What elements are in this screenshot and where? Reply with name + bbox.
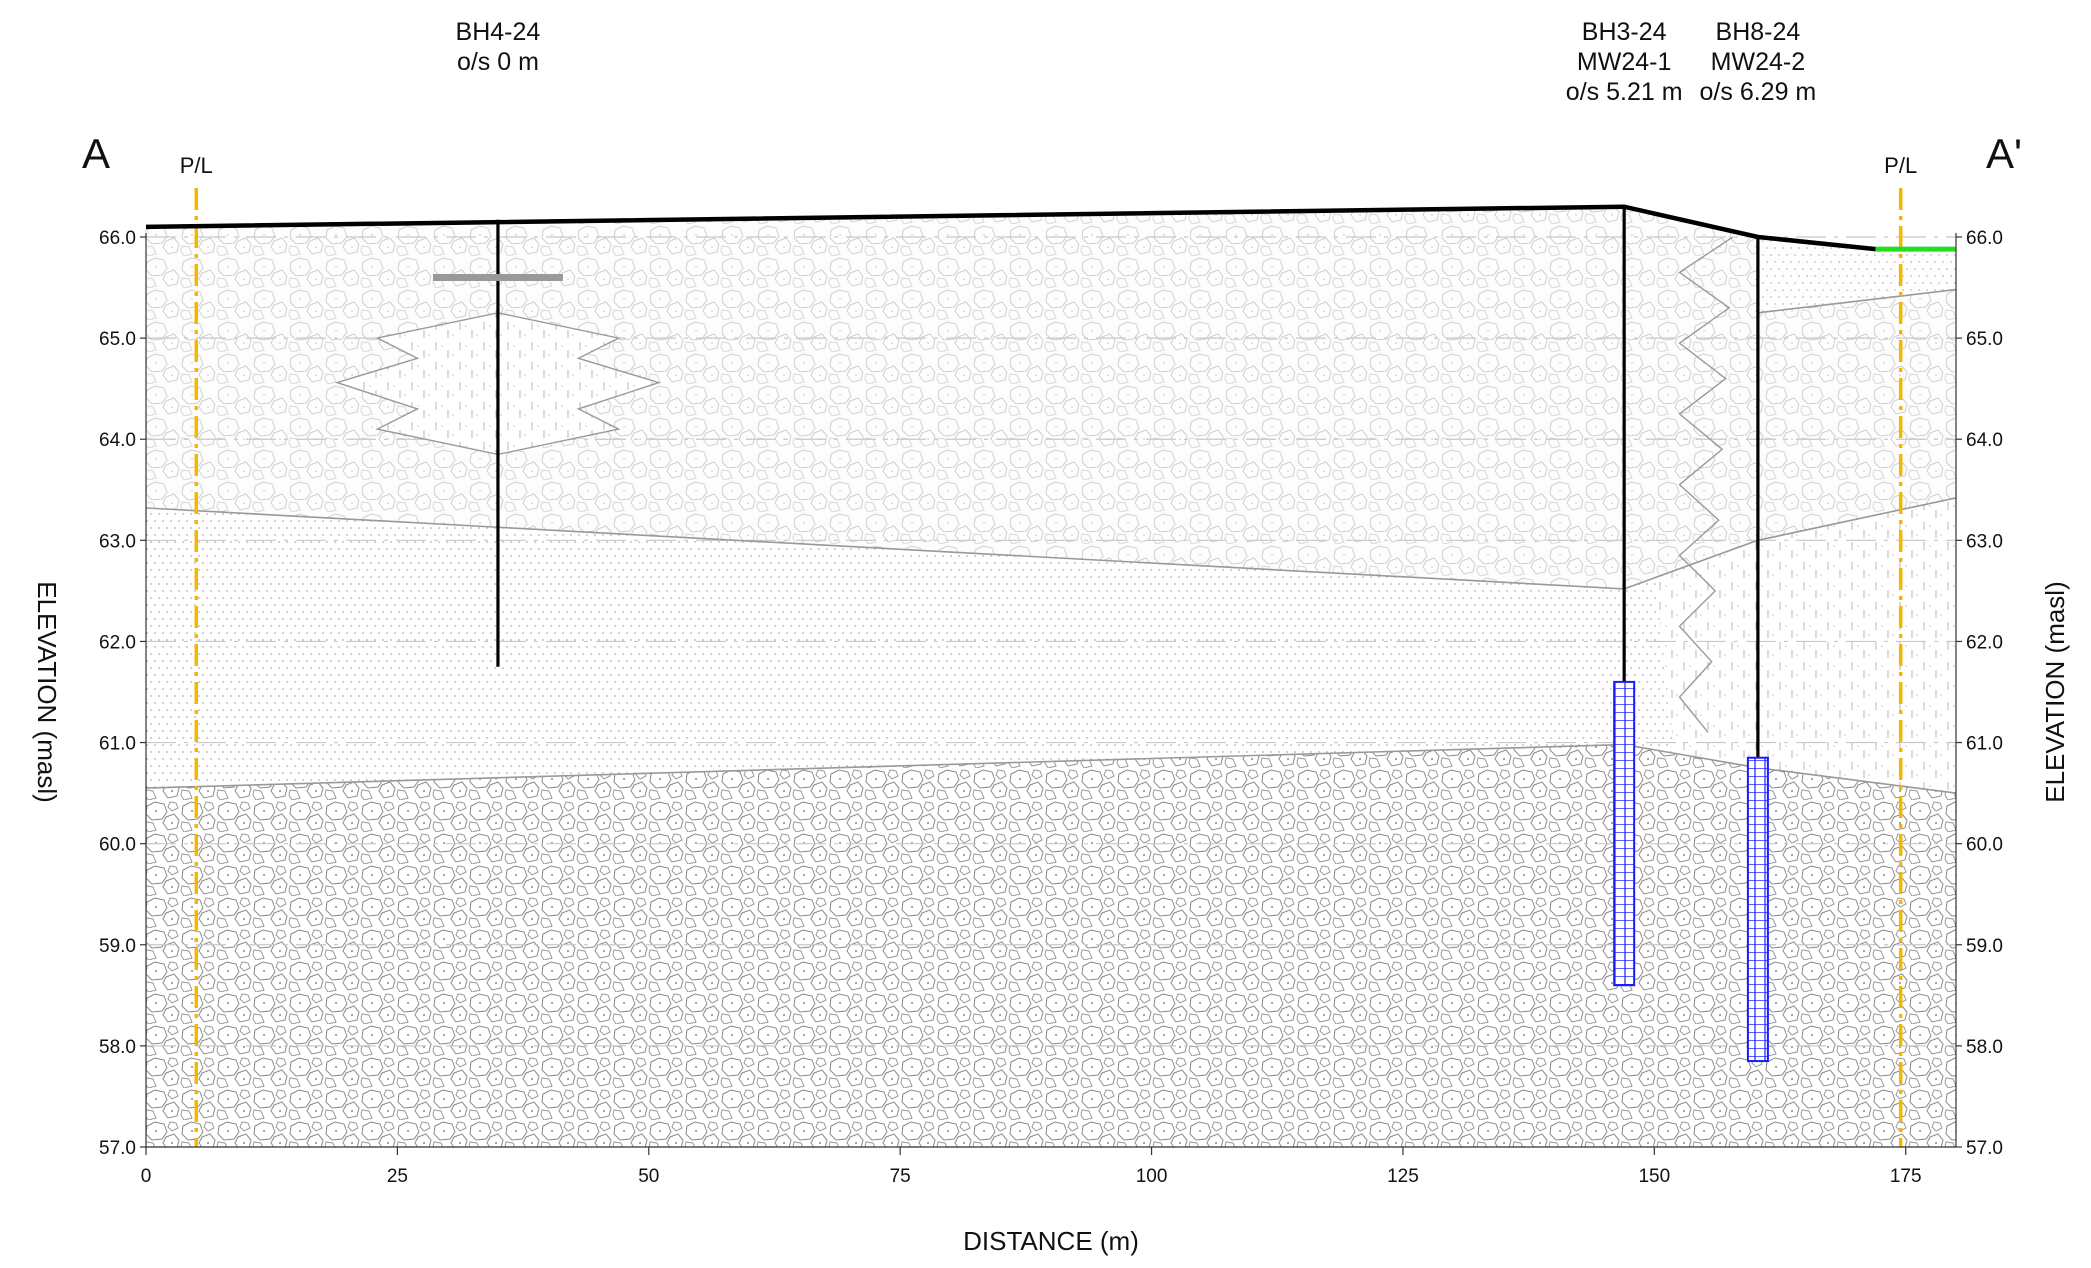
elevation-gridlines: [146, 236, 1956, 1148]
well-screen: [1613, 680, 1636, 987]
fill-layer: [1757, 237, 1956, 313]
y-tick-label: 58.0: [1966, 1037, 2003, 1058]
x-tick-label: 150: [1638, 1166, 1670, 1187]
borehole-label: o/s 0 m: [457, 48, 539, 76]
y-tick-label: 60.0: [1966, 835, 2003, 856]
borehole-label: MW24-2: [1711, 48, 1805, 76]
y-tick-label: 61.0: [99, 734, 136, 755]
borehole-label: BH8-24: [1716, 18, 1801, 46]
borehole-label: MW24-1: [1577, 48, 1671, 76]
borehole-label: o/s 6.29 m: [1700, 78, 1817, 106]
y-tick-label: 61.0: [1966, 734, 2003, 755]
section-start-label: A: [82, 130, 110, 177]
gravel-layer-lower: [146, 744, 1956, 1147]
y-tick-label: 64.0: [99, 430, 136, 451]
labels: A A' DISTANCE (m) ELEVATION (masl) ELEVATION…: [32, 130, 2070, 1256]
y-tick-label: 63.0: [1966, 531, 2003, 552]
x-tick-label: 125: [1387, 1166, 1419, 1187]
y-tick-label: 62.0: [1966, 632, 2003, 653]
section-end-label: A': [1986, 130, 2022, 177]
sand-layer: [146, 497, 1956, 794]
contact-line: [1757, 288, 1956, 314]
gravel-layer-upper: [146, 206, 1956, 589]
interfinger-contact: [1678, 236, 1734, 733]
y-tick-label: 60.0: [99, 835, 136, 856]
y-tick-label: 63.0: [99, 531, 136, 552]
y-axis-title-left: ELEVATION (masl): [32, 581, 62, 803]
y-tick-label: 62.0: [99, 632, 136, 653]
y-tick-label: 57.0: [1966, 1138, 2003, 1159]
x-tick-label: 100: [1136, 1166, 1168, 1187]
property-line-label: P/L: [180, 153, 213, 178]
contact-line: [146, 497, 1956, 590]
ground-surface: [145, 204, 1956, 252]
y-tick-label: 57.0: [99, 1138, 136, 1159]
y-axis-title-right: ELEVATION (masl): [2040, 581, 2070, 803]
x-tick-label: 75: [890, 1166, 911, 1187]
y-tick-label: 59.0: [1966, 936, 2003, 957]
contact-line: [146, 743, 1956, 794]
x-tick-label: 175: [1890, 1166, 1922, 1187]
silt-layer: [1654, 497, 1956, 794]
x-tick-label: 25: [387, 1166, 408, 1187]
ground-surface-line: [145, 204, 1876, 252]
x-tick-label: 0: [141, 1166, 152, 1187]
y-tick-label: 59.0: [99, 936, 136, 957]
borehole-label: BH4-24: [456, 18, 541, 46]
x-tick-label: 50: [638, 1166, 659, 1187]
y-tick-label: 58.0: [99, 1037, 136, 1058]
y-tick-label: 65.0: [1966, 329, 2003, 350]
property-lines: P/L P/L: [180, 153, 1917, 1147]
y-tick-label: 65.0: [99, 329, 136, 350]
borehole-label: BH3-24: [1582, 18, 1667, 46]
y-tick-label: 64.0: [1966, 430, 2003, 451]
y-tick-label: 66.0: [1966, 228, 2003, 249]
y-tick-label: 66.0: [99, 228, 136, 249]
borehole-label: o/s 5.21 m: [1566, 78, 1683, 106]
axes: 57.0 57.0 58.0 58.0 59.0 59.0 60.0 60.0 61.0 61.0…: [99, 228, 2003, 1187]
property-line-label: P/L: [1884, 153, 1917, 178]
well-screen: [1746, 756, 1769, 1063]
x-axis-title: DISTANCE (m): [963, 1226, 1139, 1256]
